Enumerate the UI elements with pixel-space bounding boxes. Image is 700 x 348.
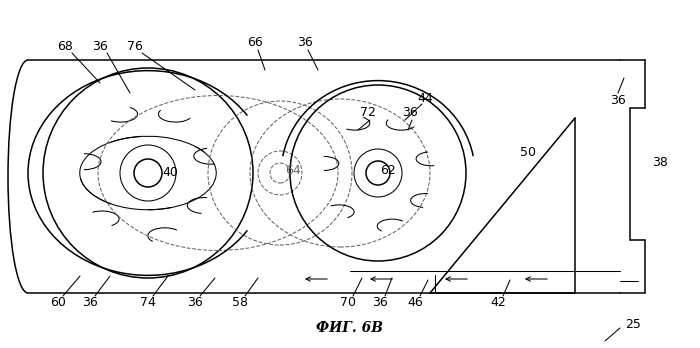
Text: 66: 66 [247, 37, 263, 49]
Text: 72: 72 [360, 106, 376, 119]
Text: 36: 36 [82, 296, 98, 309]
Text: 36: 36 [402, 106, 418, 119]
Text: 25: 25 [625, 318, 641, 332]
Text: 36: 36 [297, 37, 313, 49]
Text: 68: 68 [57, 40, 73, 53]
Text: 36: 36 [187, 296, 203, 309]
Text: 70: 70 [340, 296, 356, 309]
Text: 36: 36 [92, 40, 108, 53]
Text: 42: 42 [490, 296, 506, 309]
Text: 46: 46 [407, 296, 423, 309]
Text: 50: 50 [520, 147, 536, 159]
Text: ФИГ. 6В: ФИГ. 6В [316, 321, 384, 335]
Text: 38: 38 [652, 157, 668, 169]
Text: 36: 36 [610, 94, 626, 106]
Text: 40: 40 [162, 166, 178, 180]
Text: 36: 36 [372, 296, 388, 309]
Text: 76: 76 [127, 40, 143, 53]
Text: 44: 44 [417, 92, 433, 104]
Text: 60: 60 [50, 296, 66, 309]
Text: 62: 62 [380, 164, 396, 176]
Text: 74: 74 [140, 296, 156, 309]
Text: 58: 58 [232, 296, 248, 309]
Text: 64: 64 [285, 164, 301, 176]
